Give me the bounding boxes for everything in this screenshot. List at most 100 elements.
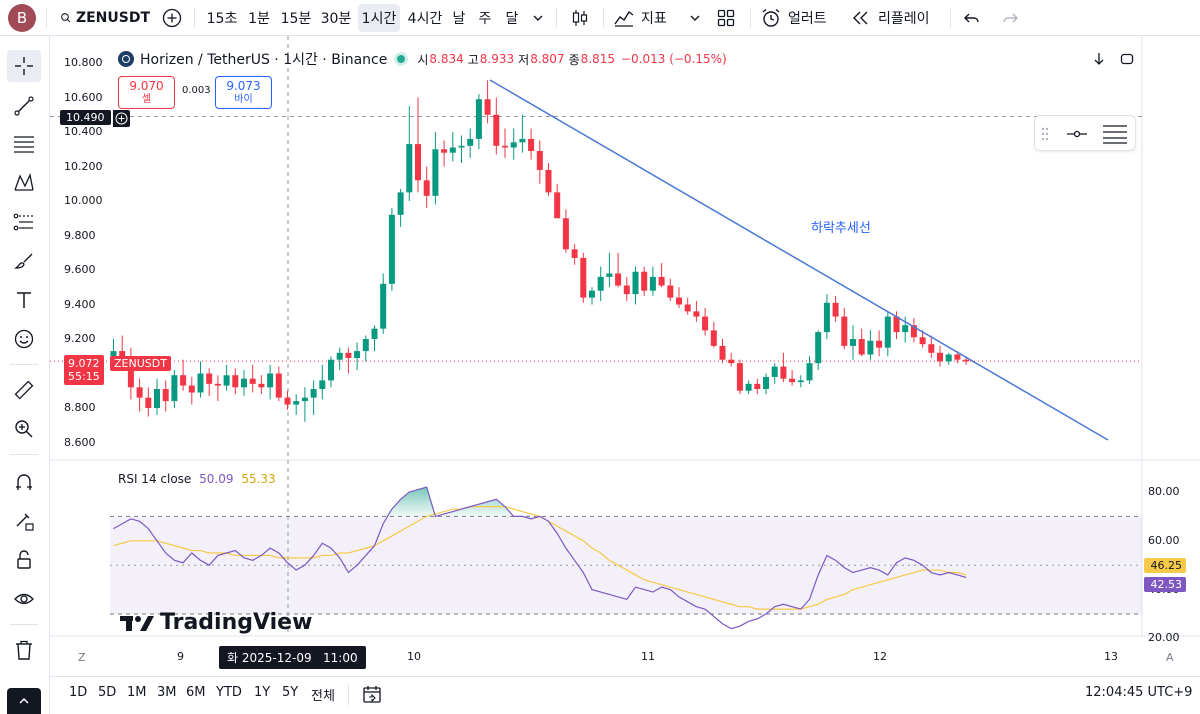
indicators-dropdown[interactable]: [684, 4, 706, 32]
price-tick-label: 10.600: [64, 90, 103, 104]
candle-body: [841, 316, 848, 346]
settings-lines-icon[interactable]: [1101, 122, 1129, 146]
redo-button[interactable]: [996, 4, 1024, 32]
undo-button[interactable]: [958, 4, 986, 32]
range-5y[interactable]: 5Y: [282, 685, 299, 700]
low-value: 8.807: [530, 52, 565, 66]
range-1y[interactable]: 1Y: [254, 685, 271, 700]
interval-dropdown[interactable]: [527, 4, 549, 32]
interval-30m[interactable]: 30분: [320, 11, 352, 27]
interval-week[interactable]: 주: [478, 11, 492, 27]
measure-tool[interactable]: [7, 374, 41, 406]
plus-circle-icon: [162, 8, 182, 28]
search-icon: [61, 13, 71, 23]
candle-body: [954, 354, 961, 360]
add-price-button[interactable]: [113, 110, 130, 127]
smiley-icon: [14, 329, 34, 349]
interval-1m[interactable]: 1분: [248, 11, 270, 27]
candle-body: [571, 249, 578, 258]
emoji-tool[interactable]: [7, 323, 41, 355]
candle-body: [232, 375, 239, 388]
range-5d[interactable]: 5D: [98, 685, 117, 700]
candle-body: [502, 145, 508, 148]
range-all[interactable]: 전체: [311, 689, 335, 704]
clock-timezone[interactable]: 12:04:45 UTC+9: [1085, 685, 1193, 700]
interval-4h[interactable]: 4시간: [407, 11, 443, 27]
price-tick-label: 8.600: [64, 435, 96, 449]
candle-body: [432, 149, 439, 196]
candle-body: [649, 276, 656, 291]
candle-body: [519, 138, 526, 143]
compare-add-button[interactable]: [158, 4, 186, 32]
range-ytd[interactable]: YTD: [216, 685, 242, 700]
text-tool[interactable]: [7, 284, 41, 316]
candle-body: [684, 304, 691, 312]
chart-canvas[interactable]: [50, 36, 1200, 676]
candle-body: [345, 352, 352, 358]
candle-body: [310, 389, 317, 398]
unlock-tool[interactable]: [7, 544, 41, 576]
watermark-text: TradingView: [160, 610, 313, 635]
forecast-tool[interactable]: [7, 206, 41, 238]
divider: [10, 454, 38, 455]
crosshair-icon: [15, 57, 33, 75]
candle-body: [893, 316, 900, 333]
collapse-button[interactable]: [1088, 48, 1110, 70]
rsi-ma-value: 55.33: [241, 472, 276, 486]
drag-handle-icon[interactable]: [1041, 126, 1049, 142]
candle-body: [580, 257, 587, 298]
candle-body: [545, 169, 552, 193]
candle-body: [171, 375, 178, 402]
candle-body: [301, 397, 308, 402]
divider: [10, 624, 38, 625]
rsi-legend[interactable]: RSI 14 close 50.09 55.33: [118, 472, 276, 486]
range-6m[interactable]: 6M: [186, 685, 206, 700]
auto-scale-left-button[interactable]: Z: [78, 651, 86, 664]
symbol-search-button[interactable]: ZENUSDT: [58, 4, 150, 32]
indicators-button[interactable]: 지표: [613, 4, 675, 32]
user-avatar[interactable]: B: [8, 4, 36, 32]
chart-type-button[interactable]: [566, 4, 594, 32]
candle-body: [423, 180, 430, 196]
line-style-icon[interactable]: [1065, 126, 1089, 142]
auto-scale-button[interactable]: A: [1166, 651, 1174, 664]
chart-area[interactable]: Horizen / TetherUS · 1시간 · Binance 시 8.83…: [50, 36, 1200, 676]
interval-month[interactable]: 달: [505, 11, 519, 27]
magnet-tool[interactable]: [7, 466, 41, 498]
bottom-toolbar: 1D 5D 1M 3M 6M YTD 1Y 5Y 전체 12:04:45 UTC…: [50, 676, 1200, 714]
goto-date-button[interactable]: [361, 683, 383, 709]
price-tick-label: 8.800: [64, 401, 96, 414]
pattern-tool[interactable]: [7, 167, 41, 199]
replay-button[interactable]: 리플레이: [850, 4, 942, 32]
candle-body: [554, 192, 561, 219]
divider: [950, 8, 951, 28]
buy-button[interactable]: 9.073 바이: [215, 76, 272, 109]
alert-button[interactable]: 얼러트: [760, 4, 836, 32]
horizontal-lines-icon: [14, 136, 34, 153]
unlock-icon: [17, 550, 31, 569]
brush-tool[interactable]: [7, 245, 41, 277]
interval-15s[interactable]: 15초: [206, 11, 238, 27]
fib-tool[interactable]: [7, 128, 41, 160]
object-tree-button[interactable]: [7, 688, 41, 714]
range-1m[interactable]: 1M: [127, 685, 147, 700]
layouts-button[interactable]: [712, 4, 740, 32]
lock-drawing-tool[interactable]: [7, 505, 41, 537]
divider: [603, 8, 604, 28]
trendline-tool[interactable]: [7, 90, 41, 122]
interval-15m[interactable]: 15분: [280, 11, 312, 27]
sell-button[interactable]: 9.070 셀: [118, 76, 175, 109]
candle-body: [606, 273, 613, 277]
maximize-button[interactable]: [1116, 48, 1138, 70]
delete-tool[interactable]: [7, 634, 41, 666]
visibility-tool[interactable]: [7, 583, 41, 615]
crosshair-tool[interactable]: [7, 50, 41, 82]
range-3m[interactable]: 3M: [157, 685, 177, 700]
interval-1h[interactable]: 1시간: [358, 4, 400, 32]
range-1d[interactable]: 1D: [69, 685, 88, 700]
candle-body: [623, 285, 630, 295]
trendline-annotation[interactable]: 하락추세선: [811, 221, 871, 236]
interval-day[interactable]: 날: [452, 11, 466, 27]
zoom-tool[interactable]: [7, 413, 41, 445]
candle-body: [362, 339, 369, 352]
